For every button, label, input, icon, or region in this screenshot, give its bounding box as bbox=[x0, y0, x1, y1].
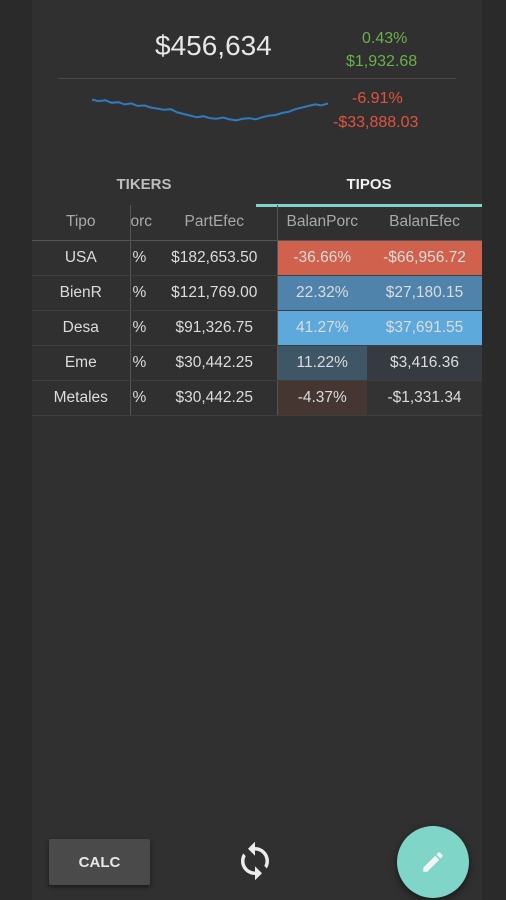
types-table: Tipo orc PartEfec BalanPorc BalanEfec US… bbox=[32, 205, 482, 416]
calc-button[interactable]: CALC bbox=[49, 839, 150, 885]
cell-balan-porc: 11.22% bbox=[277, 345, 367, 381]
cell-part-efec: $121,769.00 bbox=[152, 275, 278, 311]
header-balan-efec[interactable]: BalanEfec bbox=[367, 205, 482, 241]
cell-part-efec: $91,326.75 bbox=[152, 310, 278, 346]
header-balan-porc[interactable]: BalanPorc bbox=[277, 205, 367, 241]
table-row[interactable]: Desa % $91,326.75 41.27% $37,691.55 bbox=[32, 310, 482, 346]
cell-balan-efec: -$66,956.72 bbox=[367, 240, 482, 276]
cell-tipo: USA bbox=[32, 240, 131, 276]
cell-part-efec: $182,653.50 bbox=[152, 240, 278, 276]
cell-balan-efec: $27,180.15 bbox=[367, 275, 482, 311]
cell-balan-porc: -36.66% bbox=[277, 240, 367, 276]
total-change-percent: -6.91% bbox=[352, 90, 403, 107]
tab-tipos[interactable]: TIPOS bbox=[346, 175, 392, 193]
cell-tipo: Desa bbox=[32, 310, 131, 346]
cell-porc: % bbox=[130, 345, 152, 381]
cell-balan-porc: 22.32% bbox=[277, 275, 367, 311]
table-row[interactable]: BienR % $121,769.00 22.32% $27,180.15 bbox=[32, 275, 482, 311]
cell-balan-efec: $37,691.55 bbox=[367, 310, 482, 346]
app-screen bbox=[32, 0, 482, 900]
cell-balan-efec: $3,416.36 bbox=[367, 345, 482, 381]
refresh-icon[interactable] bbox=[234, 840, 276, 882]
table-row[interactable]: Metales % $30,442.25 -4.37% -$1,331.34 bbox=[32, 380, 482, 416]
cell-tipo: Metales bbox=[32, 380, 131, 416]
header-part-efec[interactable]: PartEfec bbox=[152, 205, 278, 241]
cell-part-efec: $30,442.25 bbox=[152, 345, 278, 381]
cell-porc: % bbox=[130, 275, 152, 311]
edit-fab-button[interactable] bbox=[397, 826, 469, 898]
table-row[interactable]: USA % $182,653.50 -36.66% -$66,956.72 bbox=[32, 240, 482, 276]
cell-tipo: Eme bbox=[32, 345, 131, 381]
cell-porc: % bbox=[130, 240, 152, 276]
table-header-row: Tipo orc PartEfec BalanPorc BalanEfec bbox=[32, 205, 482, 241]
table-row[interactable]: Eme % $30,442.25 11.22% $3,416.36 bbox=[32, 345, 482, 381]
header-porc[interactable]: orc bbox=[130, 205, 152, 241]
day-change-value: $1,932.68 bbox=[346, 53, 418, 70]
cell-balan-porc: 41.27% bbox=[277, 310, 367, 346]
header-divider bbox=[58, 78, 456, 79]
tab-tikers[interactable]: TIKERS bbox=[116, 175, 172, 193]
cell-balan-porc: -4.37% bbox=[277, 380, 367, 416]
total-change-value: -$33,888.03 bbox=[333, 114, 419, 131]
cell-tipo: BienR bbox=[32, 275, 131, 311]
header-tipo[interactable]: Tipo bbox=[32, 205, 131, 241]
cell-porc: % bbox=[130, 310, 152, 346]
day-change-percent: 0.43% bbox=[362, 30, 408, 47]
cell-balan-efec: -$1,331.34 bbox=[367, 380, 482, 416]
cell-part-efec: $30,442.25 bbox=[152, 380, 278, 416]
portfolio-total: $456,634 bbox=[155, 30, 272, 61]
portfolio-sparkline bbox=[92, 98, 328, 122]
cell-porc: % bbox=[130, 380, 152, 416]
pencil-icon bbox=[423, 852, 443, 872]
